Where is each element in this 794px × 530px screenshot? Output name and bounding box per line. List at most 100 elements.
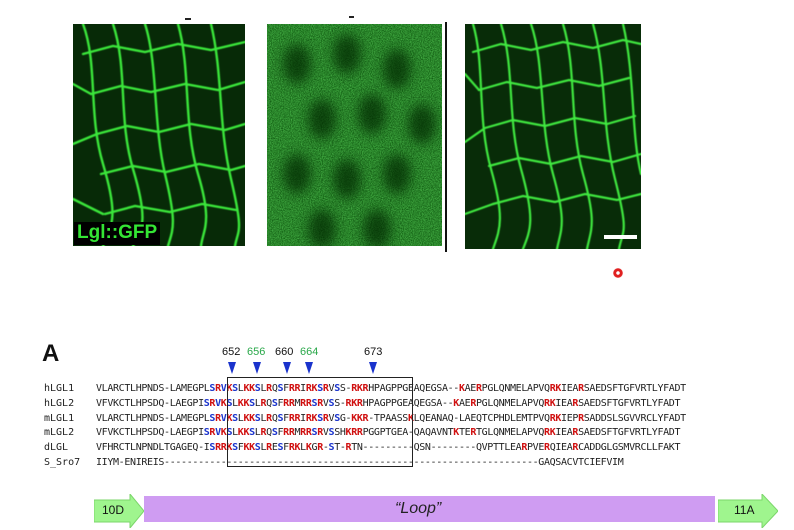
residue-segment: K: [226, 412, 233, 424]
cursor-indicator: [613, 268, 623, 278]
site-arrow: [228, 362, 236, 374]
residue-segment: R: [470, 397, 476, 409]
residue-segment: K: [453, 397, 459, 409]
residue-segment: S: [203, 397, 210, 409]
residue-segment: RR: [300, 427, 312, 439]
residue-segment: L: [232, 397, 238, 409]
microscopy-panel-rescue: [465, 24, 641, 249]
residue-segment: K: [226, 383, 233, 394]
residue-segment: S: [277, 442, 284, 454]
site-number: 673: [364, 346, 383, 358]
residue-segment: M: [294, 427, 301, 439]
residue-segment: SAEDSFTGFVRTLYFADT: [583, 383, 686, 394]
residue-segment: V: [215, 397, 221, 409]
site-number: 660: [275, 346, 294, 358]
scale-bar: [604, 235, 637, 239]
residue-segment: L: [237, 412, 244, 424]
residue-segment: V: [220, 383, 227, 394]
residue-segment: S: [226, 397, 233, 409]
residue-segment: R: [317, 442, 323, 454]
sequence-name: hLGL2: [44, 397, 75, 409]
sequence-name: hLGL1: [44, 383, 75, 394]
phospho-domain-box: [227, 377, 413, 467]
residue-segment: KK: [243, 442, 255, 454]
cell-outline-network: [465, 24, 641, 249]
residue-segment: R: [521, 442, 528, 454]
residue-segment: F: [237, 442, 244, 454]
residue-segment: F: [277, 397, 284, 409]
residue-segment: L: [237, 383, 244, 394]
residue-segment: SADDSLSGVVRCLYFADT: [583, 412, 686, 424]
residue-segment: L: [260, 383, 267, 394]
residue-segment: IEA: [555, 397, 573, 409]
residue-segment: S: [271, 397, 278, 409]
microscopy-panel-wildtype: [73, 24, 245, 246]
residue-segment: CADDGLGSMVRCLLFAKT: [578, 442, 681, 454]
sequence-name: S_Sro7: [44, 457, 81, 468]
residue-segment: S: [271, 427, 278, 439]
residue-segment: S: [254, 442, 261, 454]
residue-segment: PGGPTGEA-QAQAVNT: [362, 427, 454, 439]
cell-outline-network: [73, 24, 245, 246]
site-arrow: [283, 362, 291, 374]
residue-segment: S: [226, 427, 233, 439]
residue-segment: Q: [266, 397, 272, 409]
residue-segment: G: [311, 442, 318, 454]
residue-segment: R: [209, 427, 216, 439]
residue-segment: R: [215, 412, 221, 424]
residue-segment: V: [322, 427, 329, 439]
residue-segment: S: [254, 412, 261, 424]
residue-segment: S: [328, 427, 335, 439]
strand-left-arrow: [94, 494, 144, 528]
residue-segment: L: [232, 427, 238, 439]
residue-segment: K: [458, 383, 465, 394]
residue-segment: R: [209, 397, 216, 409]
residue-segment: G-: [339, 412, 352, 424]
section-letter: A: [42, 340, 60, 367]
residue-segment: S: [328, 397, 335, 409]
residue-segment: L: [300, 442, 306, 454]
residue-segment: R: [215, 383, 221, 394]
site-number: 656: [247, 346, 266, 358]
residue-segment: R: [322, 383, 329, 394]
residue-segment: VFVKCTLHPSDQ-LAEGPI: [96, 427, 204, 439]
residue-segment: S: [232, 383, 238, 394]
residue-segment: R: [317, 427, 323, 439]
residue-segment: KK: [243, 412, 255, 424]
loop-bar: [144, 496, 715, 522]
residue-segment: IIYM-ENIREIS----------------------------…: [96, 457, 624, 468]
residue-segment: RR: [288, 383, 301, 394]
sequence-residues: IIYM-ENIREIS----------------------------…: [96, 456, 624, 470]
residue-segment: R: [345, 442, 352, 454]
diffuse-signal-texture: [267, 24, 442, 246]
residue-segment: S: [249, 427, 255, 439]
residue-segment: L: [254, 427, 261, 439]
residue-segment: V: [328, 383, 335, 394]
residue-segment: R: [578, 412, 584, 424]
residue-segment: R: [572, 427, 579, 439]
residue-segment: S: [209, 383, 216, 394]
residue-segment: R: [317, 397, 323, 409]
residue-segment: S: [209, 442, 216, 454]
residue-segment: R: [544, 442, 550, 454]
sequence-name: dLGL: [44, 442, 69, 454]
residue-segment: RR: [283, 397, 295, 409]
residue-segment: -TPAASS: [368, 412, 408, 424]
residue-segment: KRR: [345, 427, 363, 439]
strand-right-arrow: [718, 494, 778, 528]
residue-segment: F: [283, 442, 289, 454]
residue-segment: S: [334, 383, 340, 394]
residue-segment: S: [328, 442, 335, 454]
residue-segment: T-: [334, 442, 346, 454]
residue-segment: RKR: [345, 397, 363, 409]
residue-segment: L: [260, 412, 267, 424]
site-arrow: [305, 362, 313, 374]
residue-segment: VFHRCTLNPNDLTGAGEQ-I: [96, 442, 210, 454]
strand-right-label: 11A: [734, 503, 755, 517]
residue-segment: V: [220, 412, 227, 424]
residue-segment: RK: [288, 442, 301, 454]
residue-segment: RK: [544, 427, 556, 439]
residue-segment: HPAGPPGEAQEGSA--: [362, 397, 454, 409]
residue-segment: TE: [458, 427, 471, 439]
residue-segment: VLARCTLHPNDS-LAMEGPL: [96, 412, 210, 424]
